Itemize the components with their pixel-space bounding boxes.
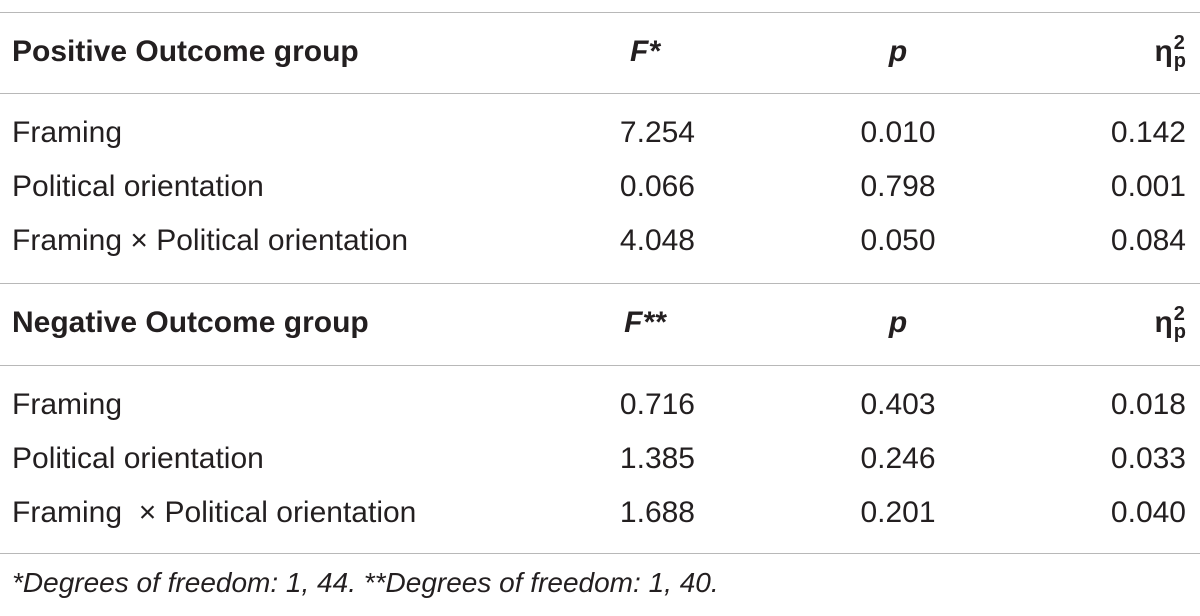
f-value: 4.048	[619, 224, 695, 257]
row-label: Political orientation	[12, 170, 264, 203]
eta-sub: p	[1173, 50, 1186, 72]
section-title: Positive Outcome group	[12, 35, 359, 68]
f-header: F*	[630, 35, 660, 68]
p-header: p	[888, 35, 908, 68]
rule-line	[0, 553, 1200, 554]
p-value: 0.403	[860, 388, 936, 421]
eta-value: 0.084	[1110, 224, 1186, 257]
p-value: 0.798	[860, 170, 936, 203]
footnote: *Degrees of freedom: 1, 44. **Degrees of…	[12, 567, 719, 598]
eta-value: 0.040	[1110, 496, 1186, 529]
eta-sub: p	[1173, 321, 1186, 343]
eta-value: 0.033	[1110, 442, 1186, 475]
row-label: Framing	[12, 388, 123, 421]
section-title: Negative Outcome group	[12, 306, 369, 339]
f-value: 1.688	[619, 496, 695, 529]
f-value: 1.385	[619, 442, 695, 475]
row-label: Framing × Political orientation	[12, 224, 409, 257]
rule-line	[0, 12, 1200, 13]
f-value: 0.716	[619, 388, 695, 421]
eta-symbol: η	[1154, 306, 1173, 339]
p-value: 0.201	[860, 496, 936, 529]
rule-line	[0, 365, 1200, 366]
eta-value: 0.018	[1110, 388, 1186, 421]
eta-symbol: η	[1154, 35, 1173, 68]
row-label: Framing	[12, 116, 123, 149]
rule-line	[0, 93, 1200, 94]
row-label: Framing × Political orientation	[12, 496, 417, 529]
p-value: 0.050	[860, 224, 936, 257]
f-header: F**	[624, 306, 666, 339]
eta-sup: 2	[1173, 303, 1185, 325]
eta-value: 0.142	[1110, 116, 1186, 149]
rule-line	[0, 283, 1200, 284]
eta-value: 0.001	[1110, 170, 1186, 203]
f-value: 7.254	[619, 116, 695, 149]
row-label: Political orientation	[12, 442, 264, 475]
p-value: 0.010	[860, 116, 936, 149]
p-header: p	[888, 306, 908, 339]
p-value: 0.246	[860, 442, 936, 475]
f-value: 0.066	[619, 170, 695, 203]
eta-sup: 2	[1173, 32, 1185, 54]
